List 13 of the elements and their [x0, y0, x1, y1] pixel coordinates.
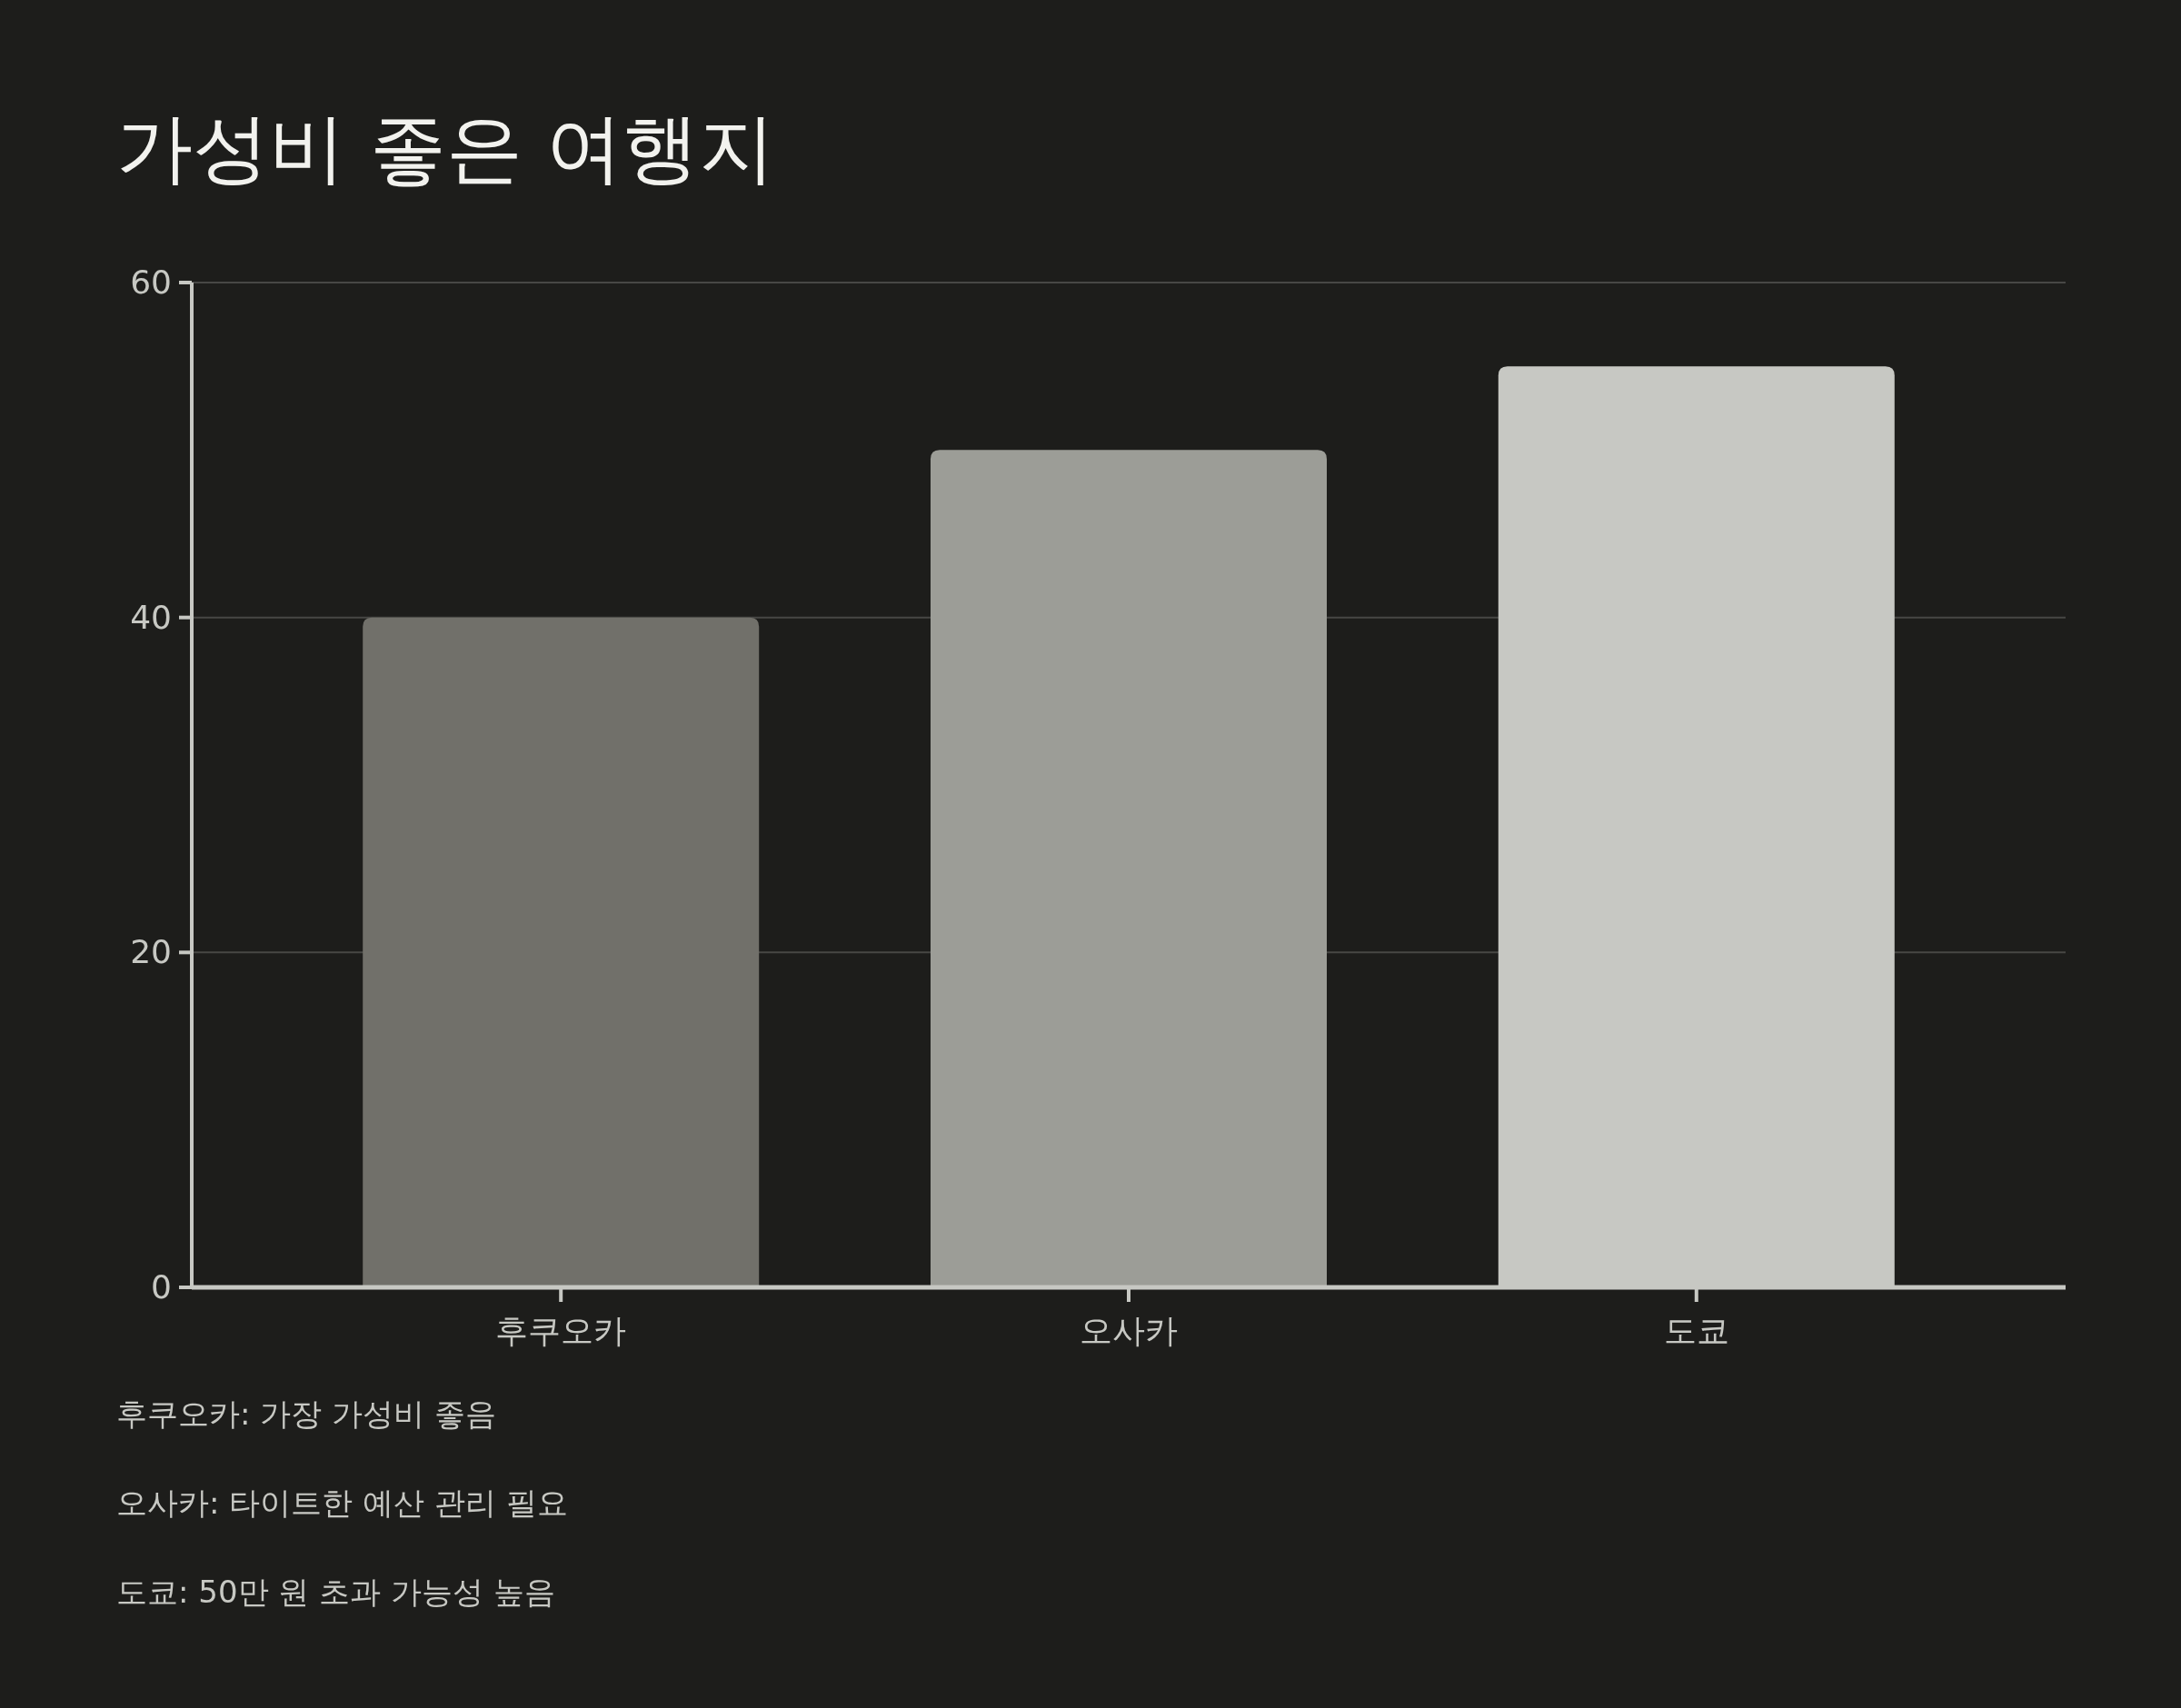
- x-tick-label: 오사카: [1080, 1312, 1178, 1349]
- y-tick-label: 40: [130, 598, 172, 636]
- bar: [931, 450, 1327, 1287]
- bar: [363, 617, 760, 1287]
- text: 후쿠오카: 가장 가성비 좋음: [116, 1395, 496, 1432]
- chart-title: 가성비 좋은 여행지: [116, 104, 776, 193]
- x-tick-label: 후쿠오카: [495, 1312, 627, 1349]
- text: 오사카: 타이트한 예산 관리 필요: [116, 1485, 568, 1521]
- x-tick-label: 도쿄: [1663, 1312, 1729, 1349]
- y-tick-label: 60: [130, 263, 172, 301]
- y-tick-label: 0: [151, 1268, 172, 1306]
- y-tick-label: 20: [130, 933, 172, 971]
- text: 도쿄: 50만 원 초과 가능성 높음: [116, 1574, 555, 1610]
